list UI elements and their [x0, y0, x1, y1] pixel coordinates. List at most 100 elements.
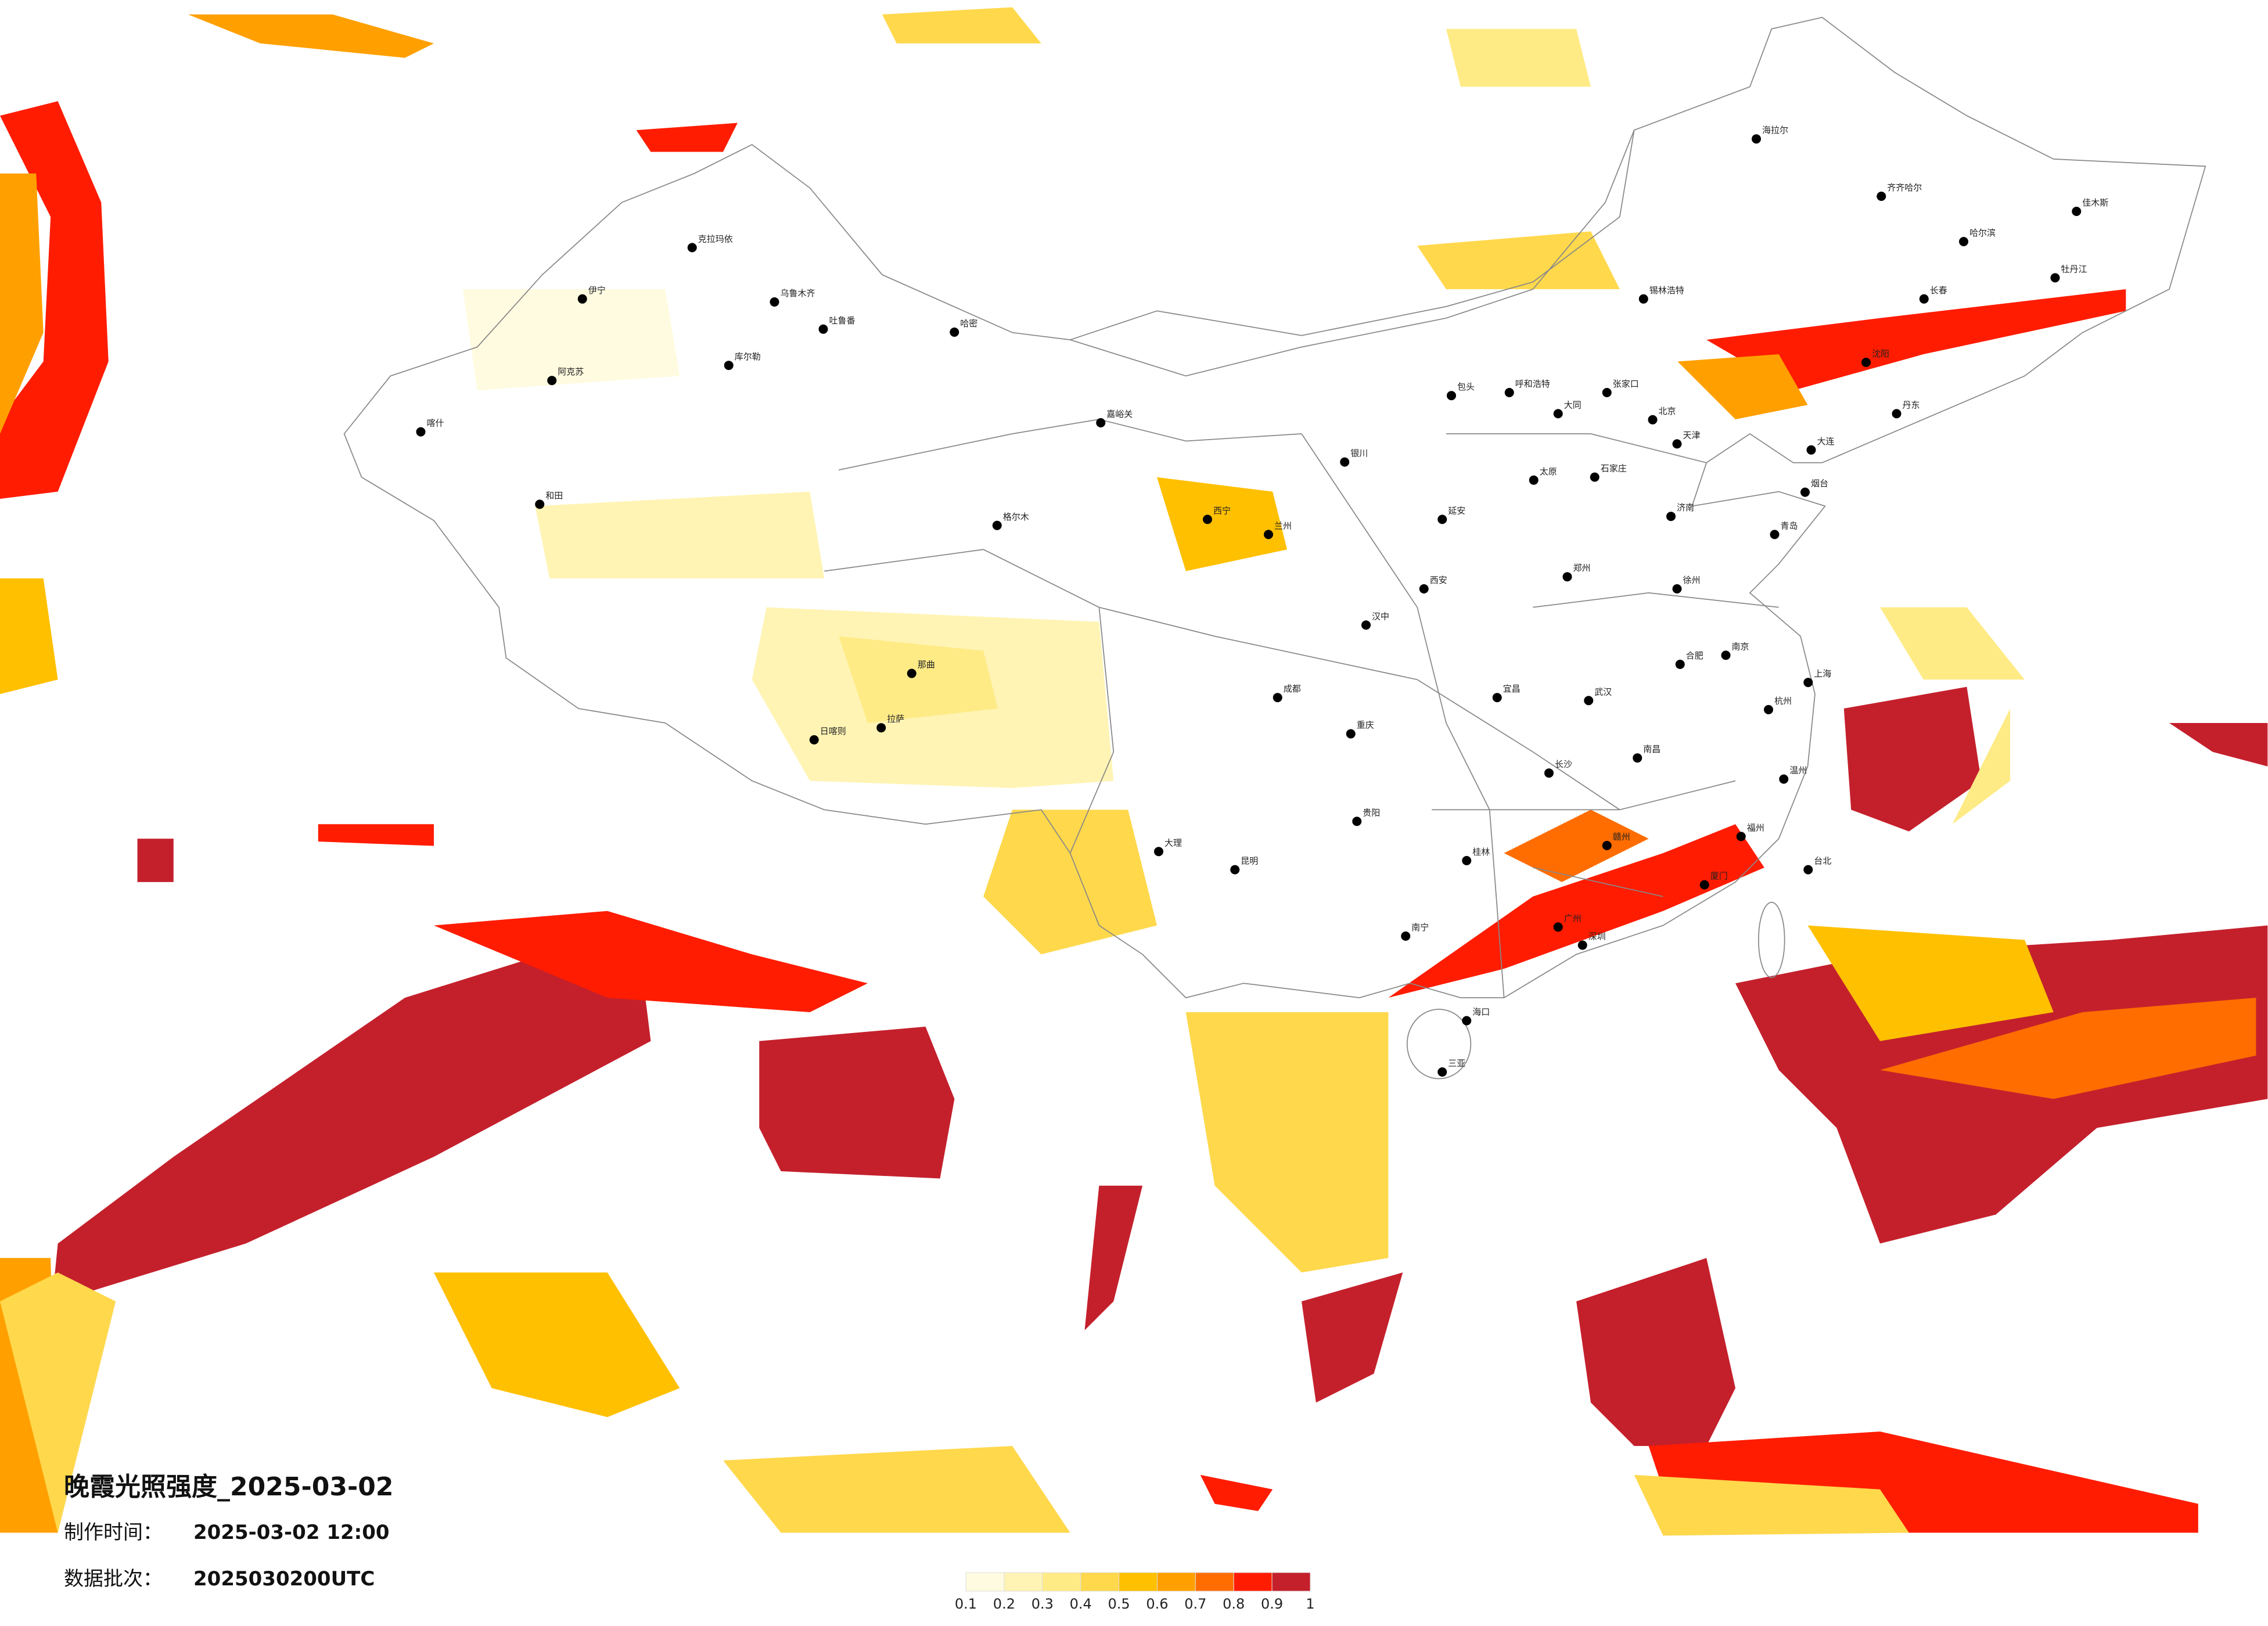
- city-label: 贵阳: [1363, 807, 1380, 818]
- city-label: 兰州: [1274, 520, 1292, 531]
- city-dot: [818, 324, 828, 334]
- heat-patch: [318, 824, 434, 846]
- mongolia-border: [1070, 129, 1635, 340]
- city-dot: [1770, 530, 1780, 539]
- legend-tick-label: 0.2: [993, 1596, 1015, 1612]
- city-label: 佳木斯: [2082, 197, 2108, 208]
- city-label: 济南: [1677, 502, 1694, 513]
- city-dot: [950, 328, 959, 337]
- city-label: 台北: [1814, 856, 1831, 866]
- city-dot: [1437, 515, 1447, 524]
- city-dot: [1602, 841, 1612, 850]
- city-label: 太原: [1540, 466, 1557, 477]
- heat-patch: [462, 289, 680, 391]
- legend-tick-label: 0.9: [1261, 1596, 1283, 1612]
- china-outline: [343, 16, 2206, 999]
- city-label: 西宁: [1213, 505, 1231, 516]
- city-label: 三亚: [1448, 1058, 1465, 1069]
- city-dot: [1401, 931, 1411, 941]
- heat-patch: [759, 1026, 955, 1179]
- city-label: 南京: [1732, 641, 1749, 652]
- city-label: 呼和浩特: [1515, 379, 1550, 389]
- city-label: 上海: [1814, 668, 1831, 679]
- city-label: 哈尔滨: [1969, 228, 1996, 238]
- legend-tick-label: 0.4: [1070, 1596, 1092, 1612]
- city-label: 哈密: [960, 318, 977, 329]
- city-dot: [1806, 445, 1816, 455]
- city-label: 石家庄: [1601, 463, 1627, 474]
- city-label: 青岛: [1781, 520, 1798, 531]
- heat-patch: [1677, 354, 1808, 420]
- legend-tick-label: 0.7: [1184, 1596, 1206, 1612]
- legend-swatch: [1271, 1572, 1311, 1592]
- heat-patch: [1880, 607, 2025, 680]
- city-dot: [1447, 391, 1456, 401]
- heat-patch: [723, 1446, 1070, 1533]
- legend-swatch: [1042, 1572, 1081, 1592]
- legend-swatch: [1233, 1572, 1273, 1592]
- city-label: 张家口: [1613, 379, 1639, 389]
- city-label: 牡丹江: [2061, 264, 2087, 274]
- legend-tick-label: 0.1: [955, 1596, 977, 1612]
- city-dot: [1803, 678, 1813, 688]
- heat-patch: [434, 1272, 680, 1418]
- city-label: 温州: [1789, 765, 1807, 776]
- city-dot: [1764, 705, 1773, 714]
- city-dot: [1529, 475, 1539, 485]
- city-dot: [1230, 865, 1240, 875]
- city-label: 西安: [1430, 575, 1447, 585]
- city-label: 库尔勒: [735, 351, 761, 362]
- city-dot: [876, 723, 886, 733]
- city-dot: [1361, 620, 1371, 630]
- city-label: 乌鲁木齐: [781, 288, 815, 298]
- city-label: 桂林: [1472, 847, 1490, 857]
- city-dot: [1264, 530, 1273, 539]
- city-dot: [577, 294, 587, 304]
- heat-patch: [1706, 289, 2126, 391]
- heat-patch: [1504, 810, 1649, 882]
- city-label: 吐鲁番: [829, 315, 856, 326]
- city-label: 大同: [1564, 400, 1582, 410]
- city-dot: [1273, 693, 1282, 703]
- city-dot: [1577, 940, 1587, 950]
- city-dot: [809, 735, 819, 744]
- city-label: 沈阳: [1872, 348, 1889, 359]
- city-dot: [1553, 922, 1563, 932]
- city-dot: [2072, 207, 2082, 216]
- city-label: 郑州: [1573, 563, 1591, 573]
- heat-patch: [1634, 1474, 1909, 1536]
- city-label: 喀什: [427, 418, 444, 429]
- hainan: [1406, 1009, 1472, 1080]
- heat-patch: [0, 173, 44, 434]
- heat-patch: [1084, 1185, 1143, 1330]
- city-dot: [1675, 660, 1685, 669]
- city-dot: [1779, 774, 1789, 784]
- city-dot: [1672, 584, 1682, 593]
- city-dot: [1633, 753, 1642, 763]
- legend-swatch: [1080, 1572, 1120, 1592]
- city-dot: [1736, 832, 1746, 841]
- city-label: 和田: [545, 490, 563, 501]
- city-dot: [724, 361, 734, 370]
- batch-label: 数据批次：: [64, 1567, 163, 1591]
- taiwan: [1757, 901, 1785, 979]
- city-dot: [1861, 358, 1871, 367]
- city-dot: [1096, 418, 1106, 427]
- city-label: 延安: [1448, 505, 1465, 516]
- city-label: 北京: [1659, 406, 1676, 416]
- title: 晚霞光照强度_2025-03-02: [64, 1472, 393, 1502]
- city-label: 大连: [1817, 436, 1835, 447]
- city-label: 福州: [1747, 822, 1764, 833]
- city-dot: [1154, 847, 1163, 857]
- city-dot: [1877, 192, 1886, 201]
- city-label: 格尔木: [1003, 512, 1029, 522]
- heat-patch: [2169, 723, 2268, 767]
- city-dot: [1602, 388, 1612, 397]
- city-dot: [416, 427, 426, 437]
- heat-patch: [1446, 28, 1591, 87]
- produced: 2025-03-02 12:00: [193, 1521, 390, 1544]
- city-label: 昆明: [1241, 856, 1258, 866]
- legend-swatch: [1004, 1572, 1043, 1592]
- city-label: 深圳: [1588, 931, 1606, 942]
- city-label: 赣州: [1613, 832, 1630, 842]
